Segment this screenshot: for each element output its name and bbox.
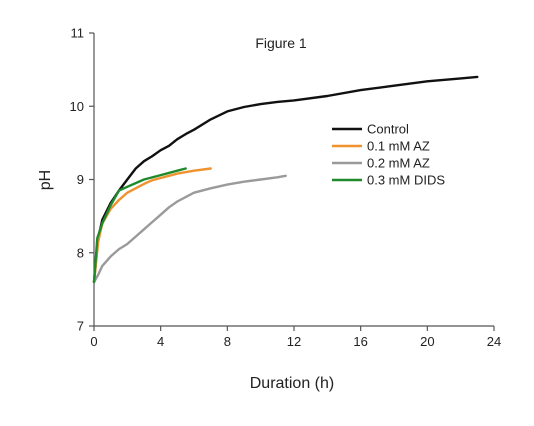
x-tick-label: 16 — [353, 334, 367, 349]
y-tick-label: 9 — [77, 172, 84, 187]
y-tick-label: 8 — [77, 245, 84, 260]
series-line-0-2-mm-az — [92, 174, 287, 284]
chart-title: Figure 1 — [255, 35, 307, 51]
series-line-0-3-mm-dids — [92, 167, 187, 284]
legend-label: Control — [367, 122, 409, 137]
x-tick-label: 4 — [157, 334, 164, 349]
y-tick-label: 7 — [77, 319, 84, 334]
x-tick-label: 8 — [224, 334, 231, 349]
legend: Control 0.1 mM AZ 0.2 mM AZ 0.3 mM DIDS — [332, 122, 445, 188]
x-tick-label: 12 — [287, 334, 301, 349]
x-tick-label: 0 — [90, 334, 97, 349]
x-axis-title: Duration (h) — [250, 375, 334, 392]
x-axis-ticks: 0 4 8 12 16 20 24 — [90, 326, 501, 349]
y-axis-title: pH — [37, 170, 54, 190]
legend-label: 0.3 mM DIDS — [367, 173, 445, 188]
legend-label: 0.1 mM AZ — [367, 139, 430, 154]
y-axis-ticks: 7 8 9 10 11 — [70, 26, 94, 334]
x-tick-label: 20 — [420, 334, 434, 349]
series-line-0-1-mm-az — [92, 167, 212, 284]
x-tick-label: 24 — [487, 334, 501, 349]
legend-label: 0.2 mM AZ — [367, 156, 430, 171]
series-lines — [92, 75, 479, 284]
y-tick-label: 10 — [70, 99, 84, 114]
y-tick-label: 11 — [71, 26, 85, 41]
